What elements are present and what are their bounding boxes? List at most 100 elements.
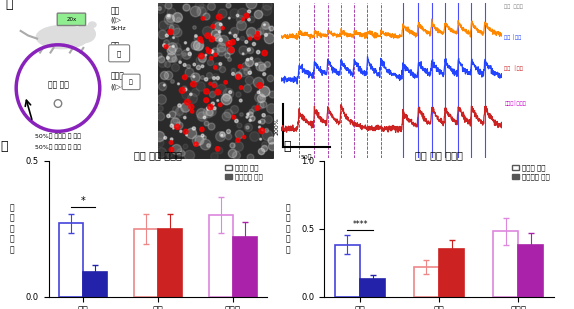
Point: [257, 96, 266, 101]
Point: [174, 54, 183, 59]
Bar: [134, 229, 158, 297]
Point: [191, 42, 200, 47]
Point: [167, 147, 176, 152]
Point: [216, 61, 225, 66]
Point: [246, 108, 255, 113]
Point: [203, 110, 212, 115]
Point: [182, 92, 191, 97]
Text: 5kHz: 5kHz: [110, 26, 126, 31]
Point: [262, 24, 271, 29]
Point: [225, 31, 234, 36]
Point: [164, 55, 173, 60]
Point: [227, 48, 236, 53]
Point: [181, 51, 190, 56]
Point: [205, 59, 215, 64]
Point: [246, 17, 255, 22]
Point: [216, 45, 226, 50]
Point: [169, 56, 179, 61]
Point: [243, 112, 253, 117]
Point: [222, 52, 231, 57]
Point: [253, 59, 262, 64]
FancyBboxPatch shape: [57, 13, 86, 26]
Point: [191, 33, 200, 38]
Point: [180, 62, 189, 67]
Point: [175, 150, 184, 154]
Y-axis label: 반
응
의
크
기: 반 응 의 크 기: [285, 203, 290, 254]
Point: [257, 148, 266, 153]
Point: [260, 27, 269, 32]
Point: [211, 65, 220, 70]
Point: [185, 70, 194, 74]
Point: [162, 33, 172, 38]
Point: [163, 72, 172, 77]
Point: [261, 32, 270, 37]
Point: [249, 42, 258, 47]
Point: [242, 13, 251, 18]
Point: [181, 87, 190, 92]
Point: [259, 102, 268, 107]
Point: [238, 70, 247, 74]
Ellipse shape: [36, 26, 88, 49]
Point: [229, 29, 238, 34]
Point: [154, 134, 164, 139]
Text: 50%는 움직일 때 자극: 50%는 움직일 때 자극: [35, 144, 81, 150]
Point: [230, 11, 239, 15]
Point: [161, 44, 170, 49]
Point: [216, 87, 226, 92]
Point: [219, 37, 228, 42]
Point: [164, 16, 173, 21]
Point: [201, 14, 211, 19]
Point: [234, 144, 243, 149]
Point: [223, 129, 232, 134]
Point: [260, 23, 269, 28]
Point: [222, 96, 231, 101]
Point: [249, 106, 258, 111]
Point: [211, 53, 220, 57]
Point: [239, 134, 249, 139]
Point: [253, 30, 262, 35]
Point: [241, 63, 250, 68]
Point: [156, 97, 165, 102]
Point: [198, 133, 207, 138]
Point: [259, 146, 268, 150]
Point: [180, 115, 189, 120]
Text: 시각  │시각: 시각 │시각: [505, 65, 523, 71]
Point: [231, 153, 241, 158]
Point: [218, 133, 227, 138]
Point: [232, 118, 241, 123]
Point: [166, 140, 176, 145]
Point: [221, 95, 230, 99]
Point: [225, 40, 234, 45]
Point: [208, 24, 218, 29]
Point: [187, 104, 196, 109]
Point: [201, 121, 210, 126]
Point: [243, 57, 252, 62]
Point: [170, 107, 180, 112]
Point: [237, 36, 246, 41]
Point: [239, 51, 248, 56]
Point: [210, 49, 219, 54]
Point: [202, 29, 211, 34]
Point: [205, 104, 215, 109]
Point: [236, 112, 245, 117]
Point: [194, 38, 203, 43]
Point: [192, 142, 201, 147]
Bar: [233, 237, 257, 297]
Point: [180, 51, 189, 56]
Point: [197, 127, 207, 132]
Point: [174, 123, 184, 128]
Point: [242, 85, 251, 90]
Text: 마: 마: [283, 140, 290, 153]
Point: [196, 113, 205, 118]
Point: [262, 3, 271, 8]
Point: [243, 124, 253, 129]
Point: [216, 37, 226, 42]
Point: [197, 75, 207, 80]
Bar: [414, 267, 439, 297]
Point: [179, 85, 188, 90]
Point: [201, 142, 210, 147]
Bar: [209, 215, 233, 297]
Point: [202, 89, 211, 94]
Point: [254, 90, 263, 95]
Point: [192, 138, 201, 142]
